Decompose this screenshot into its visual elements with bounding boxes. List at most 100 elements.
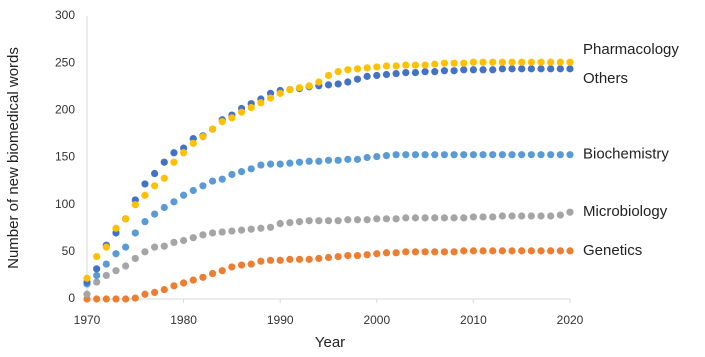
data-point [160, 203, 168, 212]
data-point [537, 151, 545, 159]
data-point [295, 218, 304, 226]
data-point [411, 214, 420, 222]
data-point [489, 247, 497, 255]
data-point [112, 295, 120, 303]
data-point [566, 58, 574, 66]
data-point [556, 247, 564, 255]
data-point [102, 271, 110, 280]
data-point [151, 210, 159, 218]
data-point [93, 278, 101, 286]
data-point [498, 247, 506, 255]
data-point [208, 269, 217, 278]
data-point [218, 228, 226, 236]
data-point [218, 118, 226, 126]
data-point [450, 248, 458, 256]
data-point [498, 212, 506, 220]
data-point [527, 58, 535, 66]
data-point [489, 151, 497, 159]
data-point [479, 58, 487, 66]
data-point [247, 103, 255, 112]
data-point [566, 247, 574, 255]
data-point [450, 59, 458, 67]
data-point [373, 250, 381, 258]
data-point [170, 158, 178, 166]
data-point [334, 217, 342, 225]
data-point [83, 290, 91, 298]
data-point [247, 165, 255, 173]
data-point [83, 274, 91, 282]
data-point [547, 151, 555, 159]
data-point [228, 263, 236, 271]
data-point [208, 177, 217, 185]
data-point [440, 67, 449, 75]
series-label: Microbiology [583, 203, 668, 220]
data-point [208, 125, 217, 133]
data-point [286, 159, 294, 167]
data-point [218, 267, 226, 275]
data-point [228, 170, 236, 179]
x-tick-label: 2010 [460, 313, 487, 327]
data-point [266, 160, 275, 168]
data-point [431, 68, 439, 76]
data-point [363, 64, 371, 72]
data-point [141, 180, 149, 188]
data-point [257, 257, 265, 265]
data-point [276, 219, 284, 228]
data-point [324, 156, 333, 164]
data-point [180, 191, 188, 199]
data-point [266, 94, 275, 102]
data-point [266, 256, 275, 264]
data-point [450, 151, 458, 159]
data-point [411, 69, 420, 77]
data-point [469, 66, 477, 74]
data-point [112, 267, 120, 275]
data-point [363, 72, 371, 80]
data-point [479, 247, 487, 255]
data-point [247, 225, 255, 233]
data-point [131, 254, 139, 263]
data-point [402, 214, 410, 222]
data-point [537, 58, 545, 66]
data-point [353, 75, 362, 83]
data-point [324, 253, 333, 262]
data-point [112, 250, 120, 258]
data-point [189, 276, 197, 284]
data-point [508, 65, 516, 73]
data-point [392, 69, 400, 78]
data-point [276, 89, 284, 97]
data-point [344, 252, 352, 260]
data-point [160, 285, 168, 294]
data-point [122, 295, 130, 303]
y-tick-label: 300 [55, 8, 75, 22]
data-point [440, 151, 449, 159]
data-point [237, 168, 246, 176]
data-point [353, 252, 362, 260]
data-point [479, 151, 487, 159]
data-point [131, 294, 139, 302]
data-point [160, 242, 168, 250]
data-point [421, 248, 429, 256]
data-point [93, 265, 101, 273]
data-point [170, 282, 178, 290]
data-point [324, 217, 333, 225]
data-point [305, 157, 313, 165]
data-point [566, 151, 574, 159]
data-point [508, 212, 516, 220]
data-point [547, 65, 555, 73]
series-label: Biochemistry [583, 146, 669, 163]
data-point [315, 254, 323, 263]
data-point [160, 174, 168, 182]
series-label: Others [583, 70, 628, 87]
data-point [373, 71, 381, 80]
data-point [353, 65, 362, 73]
data-point [382, 249, 391, 257]
data-point [151, 288, 159, 296]
data-point [527, 151, 535, 159]
data-point [518, 65, 526, 73]
data-point [460, 151, 468, 159]
x-tick-label: 2000 [363, 313, 390, 327]
data-point [199, 273, 207, 281]
data-point [479, 66, 487, 74]
data-point [421, 61, 429, 69]
data-point [411, 61, 420, 69]
